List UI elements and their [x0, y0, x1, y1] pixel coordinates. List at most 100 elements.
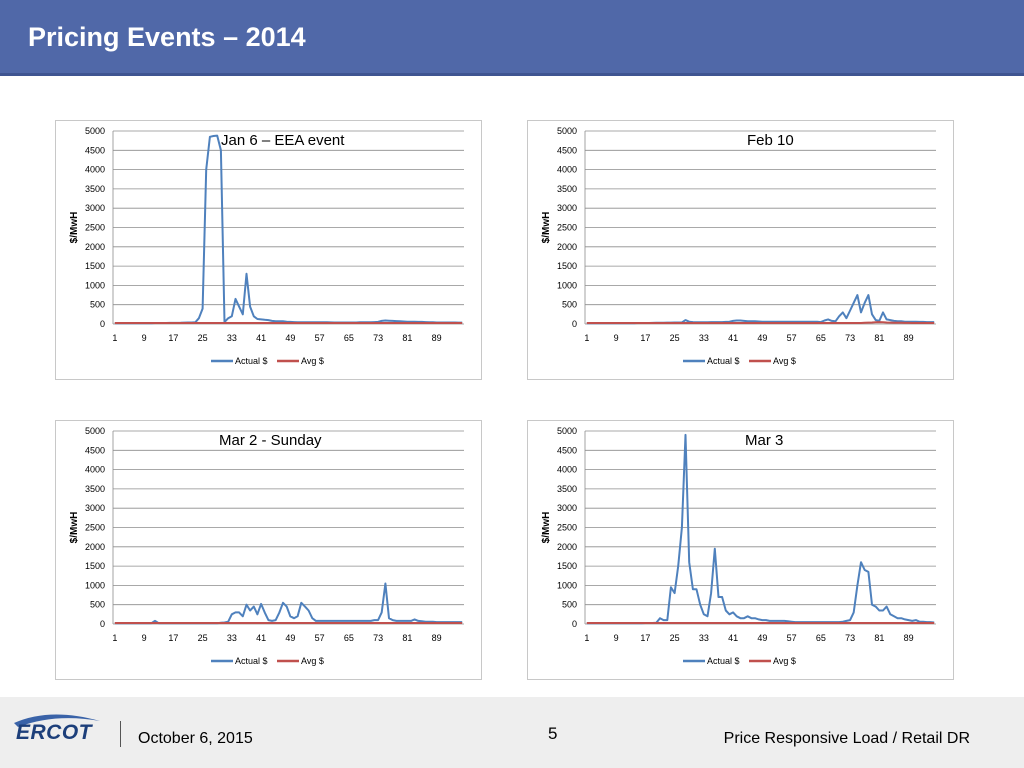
y-tick-label: 2000: [85, 242, 105, 252]
page-title: Pricing Events – 2014: [28, 22, 306, 52]
y-tick-label: 3000: [557, 503, 577, 513]
ercot-logo: [10, 709, 106, 755]
y-tick-label: 4500: [85, 445, 105, 455]
y-tick-label: 500: [562, 600, 577, 610]
logo-swoosh-icon: [14, 714, 100, 727]
y-tick-label: 1500: [85, 261, 105, 271]
y-tick-label: 3500: [557, 484, 577, 494]
logo-text: ERCOT: [16, 721, 92, 744]
y-tick-label: 1000: [557, 580, 577, 590]
x-tick-label: 65: [344, 333, 354, 343]
y-tick-label: 1000: [85, 280, 105, 290]
x-tick-label: 49: [285, 633, 295, 643]
x-tick-label: 9: [142, 633, 147, 643]
chart-title: Mar 3: [745, 432, 783, 449]
y-tick-label: 2000: [557, 242, 577, 252]
chart-title: Mar 2 - Sunday: [219, 432, 322, 449]
y-tick-label: 5000: [85, 126, 105, 136]
y-tick-label: 4500: [557, 145, 577, 155]
x-tick-label: 57: [787, 633, 797, 643]
x-tick-label: 25: [670, 633, 680, 643]
chart-svg-2: 0 500 1000 1500 2000 2500 3000 3500 4000 4500 5000…: [541, 126, 936, 366]
x-tick-label: 1: [584, 633, 589, 643]
x-tick-label: 25: [670, 333, 680, 343]
x-tick-label: 1: [112, 333, 117, 343]
x-tick-label: 33: [227, 333, 237, 343]
y-tick-label: 4000: [85, 465, 105, 475]
y-tick-label: 500: [90, 300, 105, 310]
series-line-actual: [114, 582, 463, 625]
x-tick-label: 57: [787, 333, 797, 343]
legend-label: Actual $: [707, 656, 740, 666]
y-tick-label: 0: [572, 319, 577, 329]
y-tick-label: 4000: [557, 165, 577, 175]
series-line-actual: [586, 433, 935, 625]
y-tick-label: 0: [100, 319, 105, 329]
header-bar: Pricing Events – 2014: [0, 0, 1024, 76]
y-tick-label: 3500: [557, 184, 577, 194]
footer-bar: ERCOT October 6, 2015 5 Price Responsive…: [0, 697, 1024, 768]
y-tick-label: 500: [90, 600, 105, 610]
x-tick-label: 33: [699, 333, 709, 343]
legend-label: Avg $: [301, 356, 324, 366]
x-tick-label: 49: [757, 633, 767, 643]
y-tick-label: 3000: [85, 503, 105, 513]
chart-panel-3: 0 500 1000 1500 2000 2500 3000 3500 4000 4500 5000…: [55, 420, 482, 680]
x-tick-label: 9: [614, 633, 619, 643]
x-tick-label: 25: [198, 633, 208, 643]
legend-label: Avg $: [773, 656, 796, 666]
x-tick-label: 25: [198, 333, 208, 343]
x-tick-label: 81: [874, 633, 884, 643]
x-tick-label: 89: [904, 633, 914, 643]
y-tick-label: 3000: [85, 203, 105, 213]
x-tick-label: 49: [285, 333, 295, 343]
x-tick-label: 33: [699, 633, 709, 643]
y-tick-label: 4500: [557, 445, 577, 455]
legend-label: Actual $: [235, 356, 268, 366]
y-tick-label: 3000: [557, 203, 577, 213]
y-tick-label: 0: [100, 619, 105, 629]
y-tick-label: 4500: [85, 145, 105, 155]
chart-title: Jan 6 – EEA event: [221, 132, 345, 149]
y-tick-label: 2500: [85, 523, 105, 533]
chart-panel-1: 0 500 1000 1500 2000 2500 3000 3500 4000 4500 5000…: [55, 120, 482, 380]
y-tick-label: 3500: [85, 484, 105, 494]
legend-label: Actual $: [707, 356, 740, 366]
y-tick-label: 0: [572, 619, 577, 629]
chart-svg-1: 0 500 1000 1500 2000 2500 3000 3500 4000 4500 5000…: [69, 126, 464, 366]
y-tick-label: 5000: [557, 126, 577, 136]
x-tick-label: 65: [344, 633, 354, 643]
x-tick-label: 17: [168, 333, 178, 343]
series-line-actual: [586, 294, 935, 325]
x-tick-label: 1: [112, 633, 117, 643]
y-tick-label: 500: [562, 300, 577, 310]
x-tick-label: 1: [584, 333, 589, 343]
legend-label: Actual $: [235, 656, 268, 666]
series-line-actual: [114, 134, 463, 325]
legend-label: Avg $: [301, 656, 324, 666]
x-tick-label: 57: [315, 333, 325, 343]
x-tick-label: 17: [640, 633, 650, 643]
y-tick-label: 1000: [557, 280, 577, 290]
legend-label: Avg $: [773, 356, 796, 366]
y-tick-label: 2000: [557, 542, 577, 552]
x-tick-label: 73: [373, 333, 383, 343]
x-tick-label: 65: [816, 333, 826, 343]
x-tick-label: 17: [640, 333, 650, 343]
x-tick-label: 89: [432, 333, 442, 343]
x-tick-label: 73: [845, 633, 855, 643]
footer-title: Price Responsive Load / Retail DR: [723, 730, 970, 747]
x-tick-label: 17: [168, 633, 178, 643]
y-axis-label: $/MwH: [541, 512, 552, 544]
x-tick-label: 65: [816, 633, 826, 643]
y-tick-label: 4000: [557, 465, 577, 475]
y-tick-label: 5000: [85, 426, 105, 436]
page-number: 5: [548, 724, 558, 743]
y-tick-label: 1500: [557, 561, 577, 571]
y-tick-label: 1500: [85, 561, 105, 571]
y-tick-label: 1000: [85, 580, 105, 590]
y-axis-label: $/MwH: [69, 512, 80, 544]
y-tick-label: 2500: [557, 223, 577, 233]
x-tick-label: 81: [874, 333, 884, 343]
y-tick-label: 1500: [557, 261, 577, 271]
